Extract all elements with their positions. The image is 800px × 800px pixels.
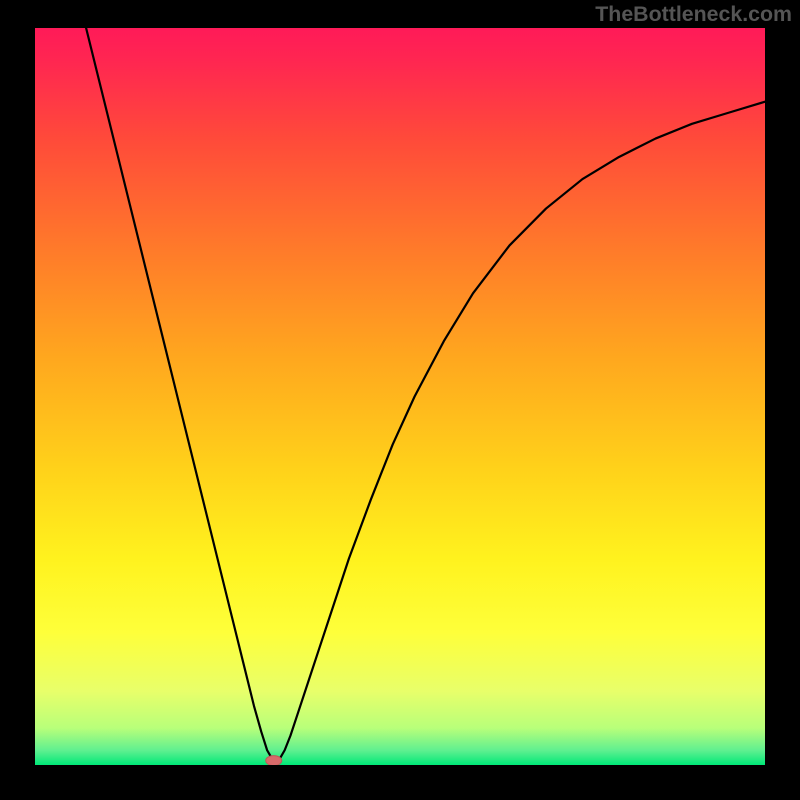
watermark-text: TheBottleneck.com (595, 2, 792, 27)
chart-curve-layer (35, 28, 765, 765)
frame-bottom (0, 765, 800, 800)
frame-left (0, 0, 35, 800)
frame-right (765, 0, 800, 800)
chart-plot-area (35, 28, 765, 765)
bottleneck-curve (86, 28, 765, 762)
optimum-marker (266, 756, 282, 765)
